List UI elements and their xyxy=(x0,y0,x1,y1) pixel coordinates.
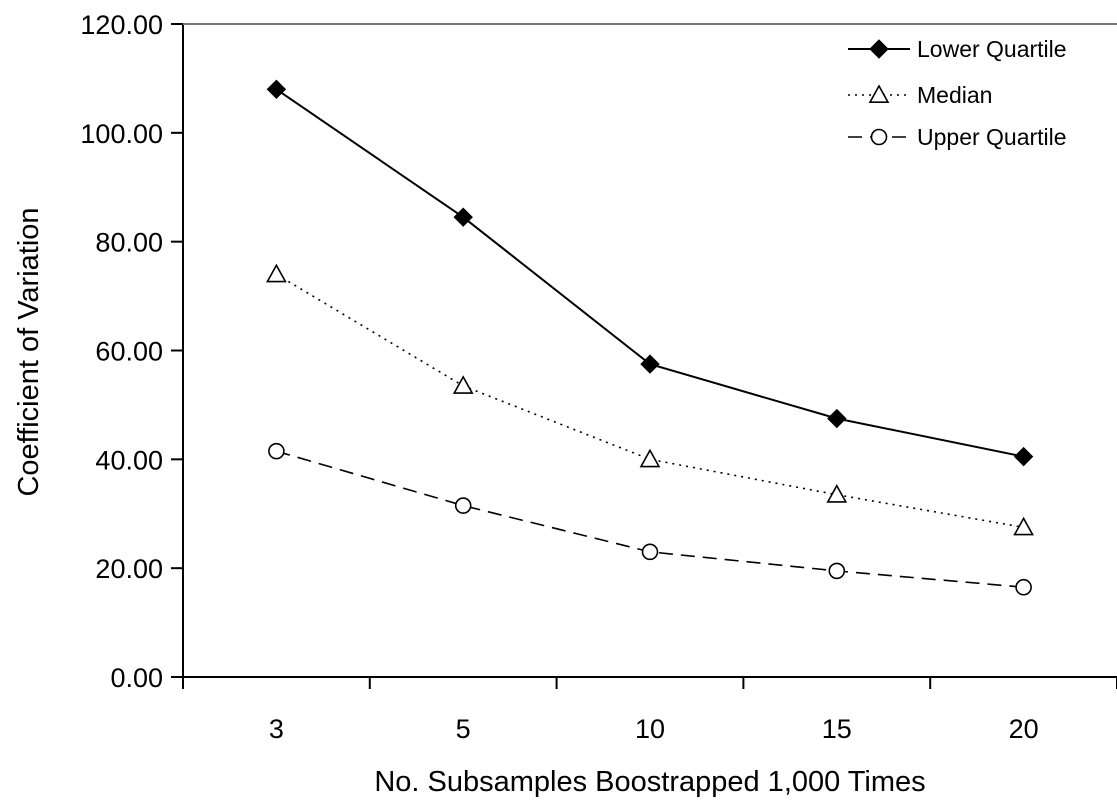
data-point xyxy=(1015,578,1032,596)
data-point xyxy=(454,497,472,514)
data-point xyxy=(826,484,848,503)
data-point xyxy=(266,79,287,100)
series-0 xyxy=(266,79,1034,467)
y-tick-label: 100.00 xyxy=(80,119,163,149)
data-point xyxy=(1013,516,1034,536)
x-axis-title: No. Subsamples Boostrapped 1,000 Times xyxy=(374,766,925,798)
legend-label: Upper Quartile xyxy=(917,124,1067,150)
legend-label: Median xyxy=(917,82,992,108)
legend: Lower Quartile Median Upper Quartile xyxy=(848,36,1067,150)
x-tick-label: 20 xyxy=(1009,714,1039,744)
legend-item: Lower Quartile xyxy=(848,36,1067,62)
data-point xyxy=(640,354,660,374)
data-point xyxy=(639,448,661,468)
series-line xyxy=(275,273,1024,529)
data-point xyxy=(452,375,474,394)
legend-marker xyxy=(868,84,890,103)
y-tick-label: 20.00 xyxy=(95,554,163,584)
data-point xyxy=(828,562,846,580)
data-point xyxy=(1013,446,1034,467)
data-point xyxy=(453,207,473,227)
x-tick-label: 5 xyxy=(456,714,471,744)
y-tick-label: 0.00 xyxy=(110,663,163,693)
y-tick-label: 80.00 xyxy=(95,228,163,258)
data-point xyxy=(641,543,659,561)
series-line xyxy=(275,88,1024,458)
y-ticks: 0.00 20.00 40.00 60.00 80.00 100.00 120.00 xyxy=(80,10,183,693)
legend-marker xyxy=(869,39,889,59)
series xyxy=(266,79,1034,596)
x-tick-label: 15 xyxy=(822,714,852,744)
y-tick-label: 40.00 xyxy=(95,445,163,475)
legend-marker xyxy=(870,128,888,146)
data-point xyxy=(266,263,287,283)
x-tick-label: 10 xyxy=(635,714,665,744)
x-ticks: 3 5 10 15 20 xyxy=(182,677,1117,744)
series-1 xyxy=(266,263,1034,536)
series-2 xyxy=(268,442,1032,596)
y-tick-label: 60.00 xyxy=(95,337,163,367)
data-point xyxy=(268,442,285,460)
y-tick-label: 120.00 xyxy=(80,10,163,40)
legend-label: Lower Quartile xyxy=(917,36,1067,62)
legend-item: Upper Quartile xyxy=(848,124,1067,150)
series-line xyxy=(276,450,1024,589)
y-axis-title: Coefficient of Variation xyxy=(13,207,45,496)
x-tick-label: 3 xyxy=(269,714,284,744)
legend-item: Median xyxy=(848,82,992,108)
data-point xyxy=(827,408,847,429)
